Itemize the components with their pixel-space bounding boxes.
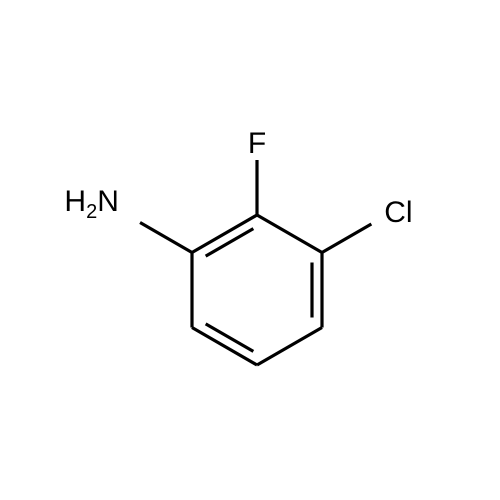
molecule-canvas: F Cl H2N — [0, 0, 500, 500]
atom-label-Cl: Cl — [384, 196, 412, 230]
atom-label-NH2: H2N — [64, 185, 118, 219]
bond-layer — [0, 0, 500, 500]
atom-label-F: F — [248, 127, 266, 161]
